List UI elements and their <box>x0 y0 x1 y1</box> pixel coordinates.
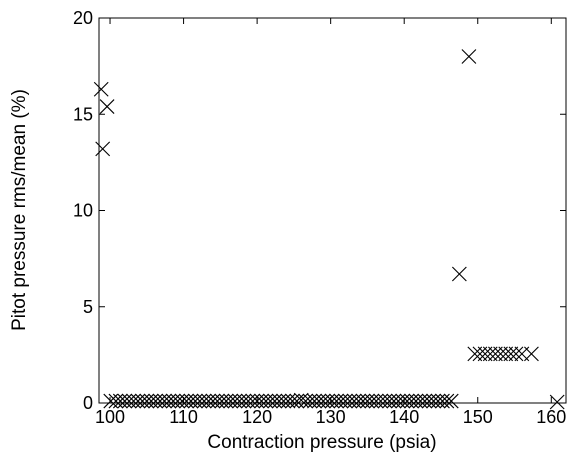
y-tick-label: 10 <box>73 201 93 221</box>
y-tick-label: 20 <box>73 8 93 28</box>
data-point-x-marker <box>95 141 111 157</box>
data-point-x-marker <box>467 346 483 362</box>
data-point-x-marker <box>472 346 488 362</box>
y-axis-label: Pitot pressure rms/mean (%) <box>9 89 30 331</box>
axis-tick-labels: 100 110 120 130 140 150 160 0 5 10 15 20 <box>73 8 566 427</box>
data-point-x-marker <box>99 99 115 114</box>
data-point-x-marker <box>482 346 498 362</box>
data-point-x-marker <box>488 346 503 362</box>
data-points <box>93 49 565 410</box>
y-tick-label: 5 <box>83 297 93 317</box>
x-tick-label: 100 <box>95 407 125 427</box>
x-tick-label: 160 <box>536 407 566 427</box>
data-point-x-marker <box>93 81 109 97</box>
data-point-x-marker <box>493 346 508 362</box>
data-point-x-marker <box>498 346 514 362</box>
axis-ticks <box>99 17 566 404</box>
data-point-x-marker <box>461 49 477 64</box>
y-tick-label: 15 <box>73 104 93 124</box>
x-tick-label: 120 <box>242 407 272 427</box>
plot-area-frame <box>98 17 567 404</box>
data-point-x-marker <box>439 393 455 409</box>
x-tick-label: 130 <box>316 407 346 427</box>
x-tick-label: 140 <box>389 407 419 427</box>
x-axis-label: Contraction pressure (psia) <box>207 432 436 453</box>
data-point-x-marker <box>508 346 524 362</box>
data-point-x-marker <box>549 394 565 410</box>
data-point-x-marker <box>451 266 467 282</box>
data-point-x-marker <box>524 346 539 362</box>
y-tick-label: 0 <box>83 393 93 413</box>
data-point-x-marker <box>443 393 459 409</box>
x-tick-label: 150 <box>463 407 493 427</box>
data-point-x-marker <box>503 346 519 362</box>
data-point-x-marker <box>477 346 493 362</box>
x-tick-label: 110 <box>169 407 198 427</box>
